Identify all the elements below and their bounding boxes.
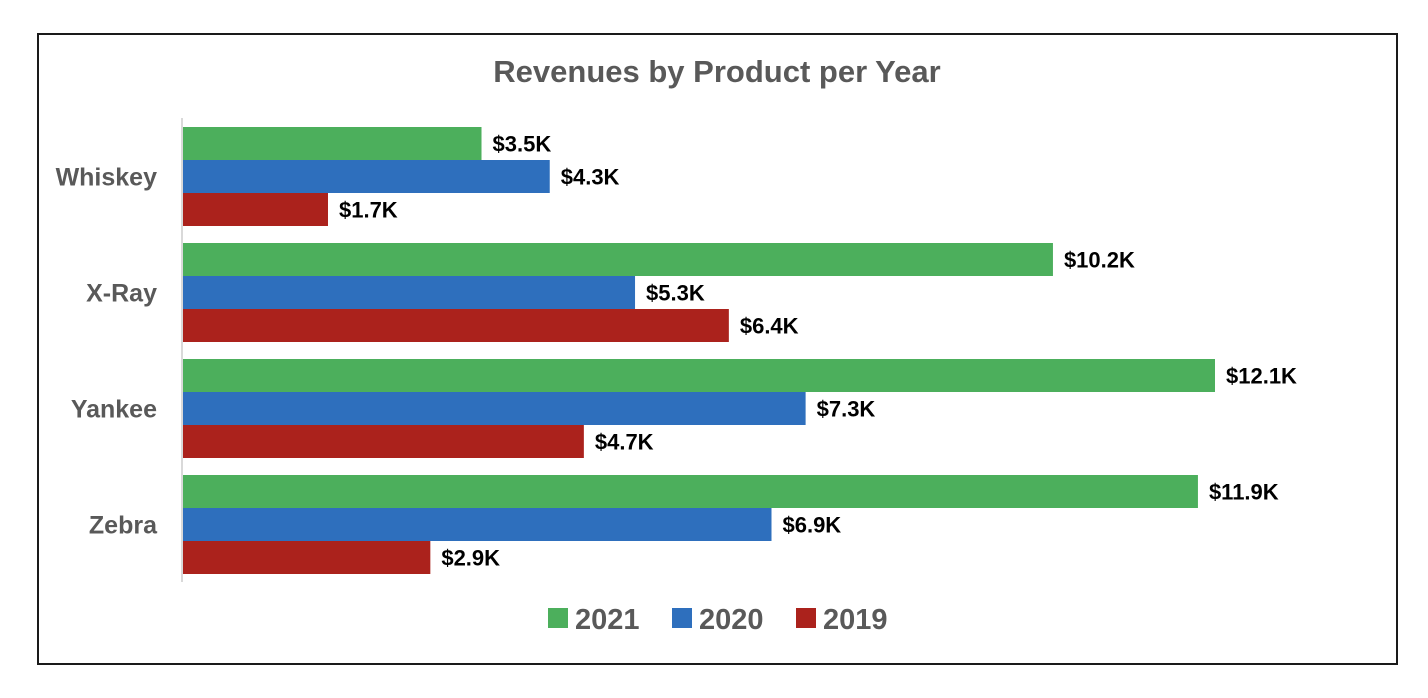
data-label: $2.9K (441, 546, 500, 571)
bar-2019-x-ray (183, 309, 729, 342)
legend-swatch-2020 (672, 608, 692, 628)
data-label: $6.4K (740, 314, 799, 339)
bar-2019-whiskey (183, 193, 328, 226)
bar-2020-whiskey (183, 160, 550, 193)
data-label: $3.5K (493, 132, 552, 157)
data-label: $5.3K (646, 281, 705, 306)
data-label: $4.7K (595, 430, 654, 455)
data-label: $7.3K (817, 397, 876, 422)
data-label: $1.7K (339, 198, 398, 223)
chart-title: Revenues by Product per Year (493, 54, 940, 89)
category-label: Whiskey (56, 164, 158, 192)
bar-2019-yankee (183, 425, 584, 458)
category-label: Zebra (89, 512, 158, 540)
bar-2021-yankee (183, 359, 1215, 392)
data-label: $12.1K (1226, 364, 1297, 389)
legend-swatch-2021 (548, 608, 568, 628)
bar-2020-yankee (183, 392, 806, 425)
category-label: X-Ray (86, 280, 157, 308)
bar-2021-whiskey (183, 127, 482, 160)
bar-2020-x-ray (183, 276, 636, 309)
legend-label-2021: 2021 (575, 604, 640, 636)
category-label: Yankee (71, 396, 157, 424)
data-label: $4.3K (561, 165, 620, 190)
data-label: $10.2K (1064, 248, 1135, 273)
bar-2021-zebra (183, 475, 1198, 508)
bar-2021-x-ray (183, 243, 1053, 276)
legend-label-2020: 2020 (699, 604, 764, 636)
bar-2019-zebra (183, 541, 431, 574)
data-label: $6.9K (782, 513, 841, 538)
data-label: $11.9K (1209, 480, 1279, 505)
legend-label-2019: 2019 (823, 604, 888, 636)
bar-2020-zebra (183, 508, 772, 541)
legend-swatch-2019 (796, 608, 816, 628)
